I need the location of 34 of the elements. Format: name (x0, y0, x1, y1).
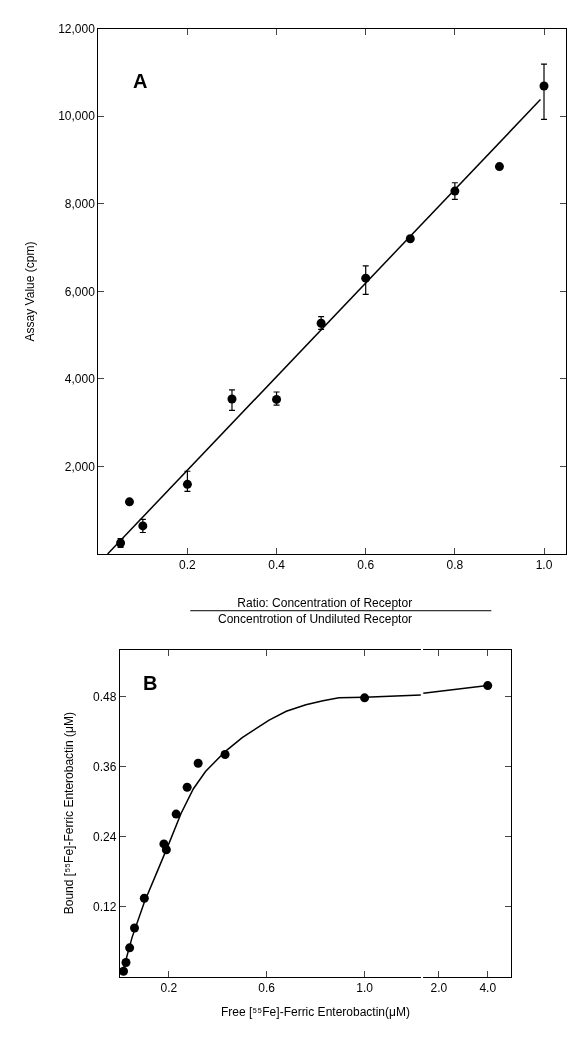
y-tick-label: 0.12 (93, 900, 117, 915)
point (193, 758, 203, 768)
y-tick-label: 8,000 (64, 196, 96, 211)
point (539, 81, 549, 91)
point (494, 162, 504, 172)
y-tick-label: 12,000 (58, 21, 96, 36)
point (182, 479, 192, 489)
y-tick-label: 6,000 (64, 284, 96, 299)
annotation: A (133, 70, 148, 92)
y-axis-title: Bound [⁵⁵Fe]-Ferric Enterobactin (μM) (62, 711, 77, 915)
x-tick-label: 0.2 (160, 981, 178, 996)
x-tick-label: 0.4 (268, 558, 286, 573)
point (227, 394, 237, 404)
y-axis-title: Assay Value (cpm) (22, 241, 37, 342)
x-tick-label: 2.0 (430, 981, 448, 996)
x-tick-label: 0.8 (446, 558, 464, 573)
x-tick-label: 4.0 (479, 981, 497, 996)
y-tick-label: 10,000 (58, 109, 96, 124)
x-tick-label: 0.2 (179, 558, 197, 573)
x-tick-label: 0.6 (258, 981, 276, 996)
y-tick-label: 0.24 (93, 830, 117, 845)
x-tick-label: 1.0 (535, 558, 553, 573)
y-tick-label: 4,000 (64, 372, 96, 387)
point (182, 782, 192, 792)
point (171, 809, 181, 819)
y-tick-label: 0.36 (93, 759, 117, 774)
x-tick-label: 0.6 (357, 558, 375, 573)
annotation: B (143, 672, 158, 694)
y-tick-label: 0.48 (93, 689, 117, 704)
x-axis-title: Ratio: Concentration of Receptor Concentrotion of Undiluted Receptor (218, 596, 413, 626)
x-tick-label: 1.0 (356, 981, 374, 996)
x-axis-title: Free [⁵⁵Fe]-Ferric Enterobactin(μM) (221, 1005, 410, 1019)
y-tick-label: 2,000 (64, 459, 96, 474)
point (124, 497, 134, 507)
